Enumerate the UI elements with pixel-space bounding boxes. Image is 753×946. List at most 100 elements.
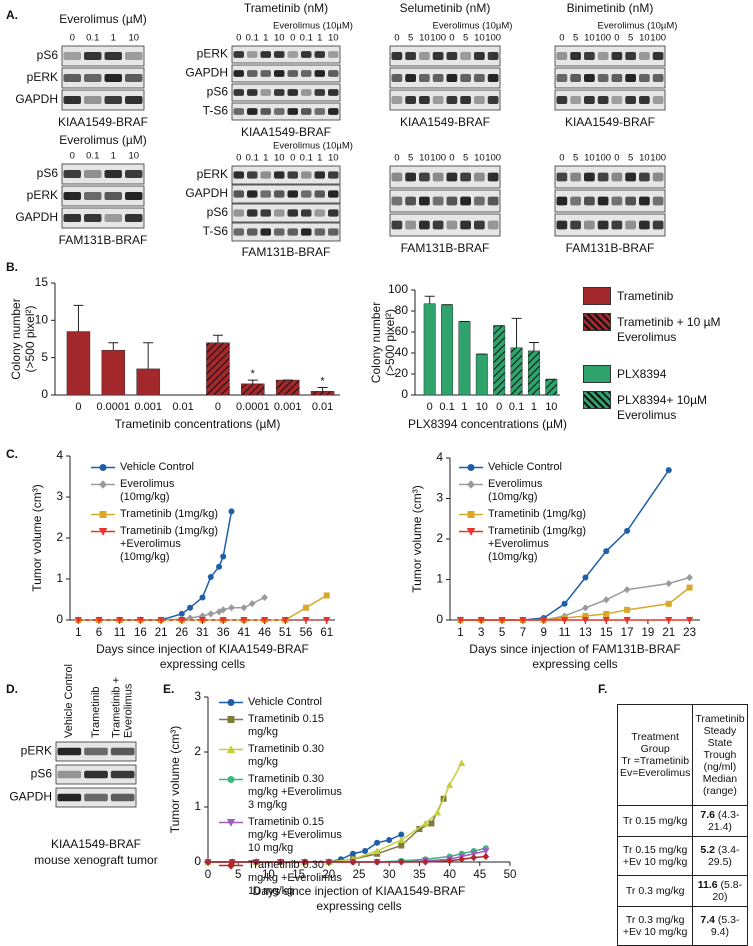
marker (199, 594, 206, 601)
blot-band (233, 171, 244, 179)
marker (303, 604, 310, 611)
marker (466, 528, 476, 536)
marker (470, 854, 478, 862)
blot-strip (389, 213, 501, 237)
blot-band (260, 171, 271, 179)
blot-band (84, 214, 102, 222)
blot-band (639, 74, 650, 82)
blot-band (125, 214, 143, 222)
y-tick-label: 60 (395, 324, 409, 338)
blot-band (125, 192, 143, 200)
blot-band (597, 220, 609, 230)
blot-strip (231, 102, 341, 121)
marker (301, 858, 308, 866)
blot-band (274, 89, 285, 96)
bar (510, 347, 523, 396)
annotation: * (320, 375, 325, 387)
legend-key (91, 464, 115, 471)
marker (187, 604, 194, 611)
x-axis-label: Trametinib concentrations (µM) (115, 417, 281, 431)
blot-band (391, 196, 403, 206)
blot-band (432, 74, 444, 82)
lane-label: 0.1 (86, 151, 99, 162)
blot-band (328, 171, 339, 179)
blot-band (446, 172, 458, 182)
blot-band (460, 52, 471, 60)
bar (545, 379, 558, 396)
blot-band (247, 209, 258, 217)
blot-band (301, 171, 312, 179)
blot-band (446, 220, 458, 230)
x-tick-label: 0.01 (312, 401, 333, 413)
marker (99, 480, 107, 489)
blot-band (652, 74, 664, 82)
x-tick-label: 1 (531, 401, 537, 413)
lane-label: 0 (559, 153, 564, 164)
blot-band (110, 793, 135, 802)
blot-band (104, 96, 122, 104)
marker (582, 612, 589, 619)
marker (374, 839, 381, 846)
lane-label: 10 (328, 153, 339, 164)
group-line: +Ev 10 mg/kg (622, 926, 688, 938)
marker (624, 606, 631, 613)
legend-swatch (583, 287, 611, 305)
blot-band (260, 209, 271, 217)
legend: Vehicle Control Everolimus (10mg/kg) Trame… (458, 461, 593, 568)
blot-band (474, 52, 485, 60)
x-axis-label: expressing cells (532, 657, 617, 671)
group-cell: Tr 0.15 mg/kg (616, 805, 694, 837)
bar (310, 391, 335, 396)
blot-strip (61, 163, 145, 185)
x-tick-label: 0.1 (439, 401, 454, 413)
blot-band (314, 228, 325, 236)
trough-table: Treatment Group Tr =Trametinib Ev=Everolimu… (616, 704, 748, 946)
blot-band (301, 108, 312, 115)
table-row: Tr 0.3 mg/kg 11.6 (5.8-20) (616, 875, 748, 907)
blot-band (274, 70, 285, 77)
blot-band (260, 89, 271, 96)
blot-band (584, 74, 595, 82)
row-label: pS6 (207, 85, 229, 99)
blot-band (652, 52, 664, 60)
blot-band (639, 96, 650, 104)
blot-band (247, 108, 258, 115)
y-tick-label: 3 (194, 689, 201, 703)
marker (397, 836, 405, 843)
marker (323, 617, 331, 624)
y-tick-label: 80 (395, 303, 409, 317)
blot-band (301, 190, 312, 198)
row-label: GAPDH (185, 66, 228, 80)
row-label: GAPDH (15, 92, 58, 106)
lane-label: 0 (236, 33, 241, 44)
y-tick-label: 10 (35, 313, 49, 327)
blot-band (247, 89, 258, 96)
blot-band (287, 51, 298, 58)
y-axis-label: Colony number (369, 302, 383, 383)
row-label: pERK (21, 744, 52, 758)
blot-strip (231, 222, 341, 242)
x-tick-label: 0.1 (509, 401, 524, 413)
x-tick-label: 0.0001 (236, 401, 270, 413)
marker (540, 617, 548, 624)
legend-entry: Vehicle Control (458, 461, 593, 474)
blot-strip (389, 67, 501, 89)
legend-label: Trametinib 0.30 mg/kg (248, 743, 325, 768)
lane-label: 0 (70, 33, 75, 44)
error-bar (317, 387, 328, 392)
x-tick-label: 3 (478, 627, 484, 639)
marker (603, 610, 610, 617)
marker (482, 848, 490, 855)
panel-label: F. (598, 682, 607, 696)
lane-label: 0.1 (246, 153, 259, 164)
blot-band (84, 74, 102, 82)
blot-caption: KIAA1549-BRAF (58, 115, 148, 129)
marker (277, 858, 284, 866)
blot-band (110, 770, 135, 779)
x-tick-label: 1 (461, 401, 467, 413)
blot-band (391, 74, 403, 82)
blot-band (405, 52, 416, 60)
blot-band (104, 52, 122, 60)
legend-entry: Trametinib 0.15 mg/kg +Everolimus 10 mg/… (218, 816, 343, 855)
